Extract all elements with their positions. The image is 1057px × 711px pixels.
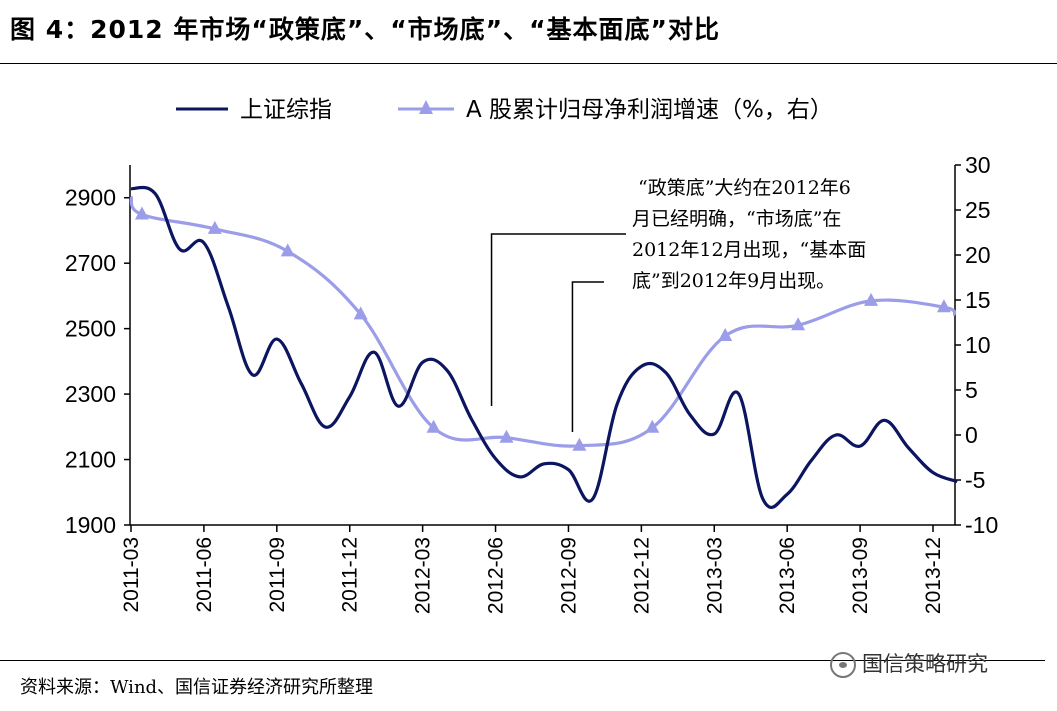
legend-label-sse: 上证综指 [240, 97, 332, 123]
profit-growth-point [499, 429, 514, 443]
source-note: 资料来源：Wind、国信证券经济研究所整理 [20, 677, 374, 698]
profit-growth-point [936, 299, 951, 313]
y-left-tick-label: 2300 [65, 381, 116, 407]
watermark-text: 国信策略研究 [862, 652, 988, 676]
profit-growth-point [353, 306, 368, 320]
profit-growth-point [718, 328, 733, 341]
annotation-text-line: 月已经明确，“市场底”在 [632, 208, 841, 230]
x-tick-label: 2013-09 [849, 537, 872, 614]
y-right-tick-label: 20 [965, 242, 991, 268]
pointer-policy-bottom [490, 233, 626, 406]
y-right-tick-label: 0 [965, 422, 978, 448]
profit-growth-point [426, 419, 441, 433]
x-tick-label: 2011-12 [339, 537, 362, 613]
x-tick-label: 2011-03 [120, 537, 143, 613]
profit-growth-point [791, 317, 806, 331]
profit-growth-point [572, 437, 587, 451]
axes: 1900 2100 2300 2500 2700 2900 -10 -5 0 5 10 15 20 25 3… [65, 152, 998, 614]
y-left-tick-label: 2700 [65, 250, 116, 276]
profit-growth-point [645, 419, 660, 433]
x-tick-label: 2013-06 [776, 537, 799, 614]
profit-growth-point [280, 243, 295, 257]
y-left-tick-label: 2500 [65, 316, 116, 342]
title-rule [0, 63, 1057, 64]
y-left-tick-label: 2900 [65, 185, 116, 211]
x-tick-label: 2012-06 [485, 537, 508, 614]
x-tick-label: 2012-09 [557, 537, 580, 614]
legend-label-profit: A 股累计归母净利润增速（%，右） [466, 97, 833, 123]
x-tick-label: 2011-09 [266, 537, 289, 613]
x-tick-label: 2012-03 [412, 537, 435, 614]
profit-growth-point [864, 292, 879, 306]
legend: 上证综指 A 股累计归母净利润增速（%，右） [176, 97, 833, 123]
legend-marker-profit [419, 100, 433, 114]
y-right-tick-label: 5 [965, 377, 978, 403]
x-tick-label: 2011-06 [193, 537, 216, 613]
figure-title: 图 4：2012 年市场“政策底”、“市场底”、“基本面底”对比 [10, 15, 720, 44]
series-line-sse-index [130, 185, 958, 509]
annotation-text-line: “政策底”大约在2012年6 [638, 177, 851, 199]
pointer-fundamental-bottom [571, 281, 604, 432]
y-left-tick-label: 1900 [65, 512, 116, 538]
y-right-tick-label: 15 [965, 287, 991, 313]
wechat-icon [830, 652, 856, 678]
series-line-profit-growth [129, 195, 957, 448]
annotation-text-line: 2012年12月出现，“基本面 [632, 239, 866, 261]
profit-growth-point [134, 206, 149, 220]
series-area [129, 185, 958, 509]
y-right-tick-label: 25 [965, 197, 991, 223]
watermark: 国信策略研究 [830, 648, 988, 678]
y-right-tick-label: 30 [965, 152, 991, 178]
x-tick-label: 2012-12 [630, 537, 653, 614]
annotation: “政策底”大约在2012年6 月已经明确，“市场底”在 2012年12月出现，“基本… [490, 177, 866, 432]
y-right-tick-label: -5 [965, 467, 985, 493]
x-tick-label: 2013-12 [922, 537, 945, 614]
profit-growth-point [207, 220, 222, 234]
y-left-tick-label: 2100 [65, 447, 116, 473]
y-right-tick-label: -10 [965, 512, 998, 538]
annotation-text-line: 底”到2012年9月出现。 [632, 270, 835, 292]
footer-rule [0, 660, 1045, 661]
y-right-tick-label: 10 [965, 332, 991, 358]
x-tick-label: 2013-03 [703, 537, 726, 614]
